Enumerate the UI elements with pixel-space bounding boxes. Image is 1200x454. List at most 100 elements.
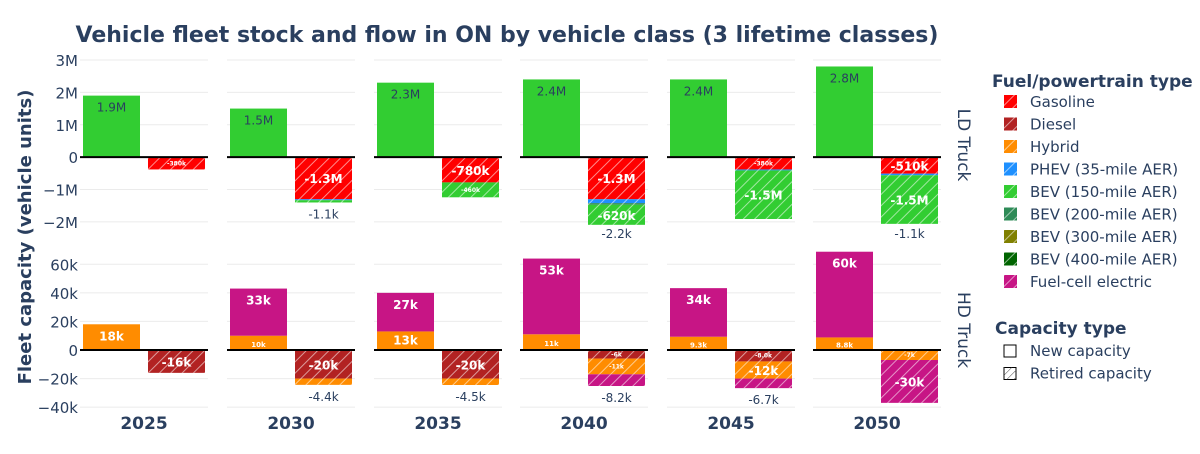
bar-data-label: 34k xyxy=(686,293,712,307)
legend-entry-label: BEV (300-mile AER) xyxy=(1030,228,1178,246)
bar-data-label: 1.5M xyxy=(244,114,273,128)
bar-data-label: -30k xyxy=(895,375,926,389)
retired-capacity-hatch xyxy=(148,157,205,170)
legend-capacity-hatch xyxy=(1004,367,1016,380)
new-capacity-bar xyxy=(83,324,140,350)
legend-capacity-swatch xyxy=(1003,344,1017,358)
legend-swatch-hatch xyxy=(1004,252,1017,266)
new-capacity-bar xyxy=(377,292,434,332)
bar-data-label: -20k xyxy=(456,358,487,372)
bar-data-label: 9.3k xyxy=(690,341,707,349)
bar-data-label: -1.5M xyxy=(890,194,928,208)
new-capacity-bar xyxy=(230,288,287,336)
bar-data-label: -380k xyxy=(167,160,187,167)
y-axis-label: Fleet capacity (vehicle units) xyxy=(15,90,36,385)
new-capacity-bar xyxy=(670,288,727,337)
new-capacity-bar xyxy=(816,66,873,158)
retired-total-label: -6.7k xyxy=(748,393,778,407)
retired-capacity-hatch xyxy=(442,350,499,379)
legend-swatch-hatch xyxy=(1004,117,1017,131)
x-year-label: 2050 xyxy=(853,414,900,434)
bar-data-label: 1.9M xyxy=(97,101,126,115)
plot-area: 3M 2M 1M 0 −1M −2M LD Truck 1.9M -380k 1.5M -1.3M -… xyxy=(38,52,973,434)
retired-capacity-hatch xyxy=(442,378,499,385)
legend: Fuel/powertrain type Capacity type Gasol… xyxy=(992,72,1193,383)
bar-data-label: 8.8k xyxy=(836,342,853,350)
bar-data-label: -780k xyxy=(451,164,490,178)
retired-capacity-hatch xyxy=(735,350,792,362)
bar-data-label: -1.3M xyxy=(597,172,635,186)
bar-data-label: 60k xyxy=(832,257,858,271)
y-tick-label: 0 xyxy=(68,149,78,167)
new-capacity-bar xyxy=(523,334,580,350)
bar-data-label: 53k xyxy=(539,264,565,278)
legend-swatch-hatch xyxy=(1004,95,1017,108)
bar-data-label: -7k xyxy=(904,352,916,359)
bar-data-label: -380k xyxy=(754,160,774,167)
retired-capacity-hatch xyxy=(148,350,205,373)
retired-total-label: -4.4k xyxy=(308,390,338,404)
y-tick-label: 40k xyxy=(50,285,78,303)
retired-total-label: -8.2k xyxy=(601,391,631,405)
legend-entry-label: Diesel xyxy=(1030,116,1076,134)
y-tick-label: 60k xyxy=(50,256,78,274)
retired-capacity-hatch xyxy=(442,182,499,198)
retired-total-label: -1.1k xyxy=(308,207,338,221)
legend-capacity-title: Capacity type xyxy=(995,319,1127,339)
legend-entry-label: BEV (200-mile AER) xyxy=(1030,206,1178,224)
retired-capacity-hatch xyxy=(442,157,499,183)
retired-capacity-hatch xyxy=(735,157,792,170)
legend-swatch-hatch xyxy=(1004,162,1017,176)
legend-swatch-hatch xyxy=(1004,230,1017,243)
y-tick-label: −20k xyxy=(38,371,79,389)
retired-capacity-hatch xyxy=(295,199,352,201)
legend-swatch-hatch xyxy=(1004,275,1017,288)
new-capacity-bar xyxy=(83,95,140,158)
retired-capacity-hatch xyxy=(881,350,938,360)
retired-capacity-hatch xyxy=(588,374,645,386)
new-capacity-bar xyxy=(816,251,873,338)
x-year-label: 2025 xyxy=(120,414,167,434)
new-capacity-bar xyxy=(230,108,287,158)
legend-entry-label: PHEV (35-mile AER) xyxy=(1030,161,1178,179)
retired-capacity-hatch xyxy=(588,199,645,204)
retired-capacity-hatch xyxy=(588,157,645,200)
bar-data-label: -1.3M xyxy=(304,172,342,186)
new-capacity-bar xyxy=(230,335,287,350)
bar-data-label: 2.3M xyxy=(391,88,420,102)
bar-data-label: 2.4M xyxy=(537,84,566,98)
retired-capacity-hatch xyxy=(881,175,938,224)
bar-data-label: 27k xyxy=(393,298,419,312)
retired-total-label: -1.1k xyxy=(894,227,924,241)
bar-data-label: -510k xyxy=(890,159,929,173)
y-tick-label: 20k xyxy=(50,313,78,331)
retired-capacity-hatch xyxy=(295,350,352,379)
y-tick-label: −40k xyxy=(38,399,79,417)
legend-entry-label: BEV (400-mile AER) xyxy=(1030,251,1178,269)
retired-capacity-hatch xyxy=(881,360,938,403)
row-facet-label: HD Truck xyxy=(953,292,973,368)
new-capacity-bar xyxy=(377,331,434,350)
y-tick-label: 3M xyxy=(56,52,79,70)
bar-data-label: -12k xyxy=(749,364,780,378)
retired-capacity-hatch xyxy=(295,200,352,203)
bar-data-label: 33k xyxy=(246,294,272,308)
row-facet-label: LD Truck xyxy=(953,109,973,182)
new-capacity-bar xyxy=(523,258,580,335)
bar-data-label: -460k xyxy=(461,187,481,194)
y-tick-label: 1M xyxy=(56,117,79,135)
retired-total-label: -2.2k xyxy=(601,227,631,241)
retired-capacity-hatch xyxy=(588,358,645,375)
retired-capacity-hatch xyxy=(588,203,645,205)
legend-capacity-label: New capacity xyxy=(1030,342,1131,360)
legend-swatch-hatch xyxy=(1004,185,1017,198)
bar-data-label: 2.4M xyxy=(684,84,713,98)
y-tick-label: −2M xyxy=(43,214,78,232)
bar-data-label: 10k xyxy=(251,341,266,349)
new-capacity-bar xyxy=(377,82,434,158)
bar-data-label: 2.8M xyxy=(830,71,859,85)
retired-capacity-hatch xyxy=(295,157,352,200)
bar-data-label: -1.5M xyxy=(744,189,782,203)
legend-entry-label: Hybrid xyxy=(1030,138,1080,156)
